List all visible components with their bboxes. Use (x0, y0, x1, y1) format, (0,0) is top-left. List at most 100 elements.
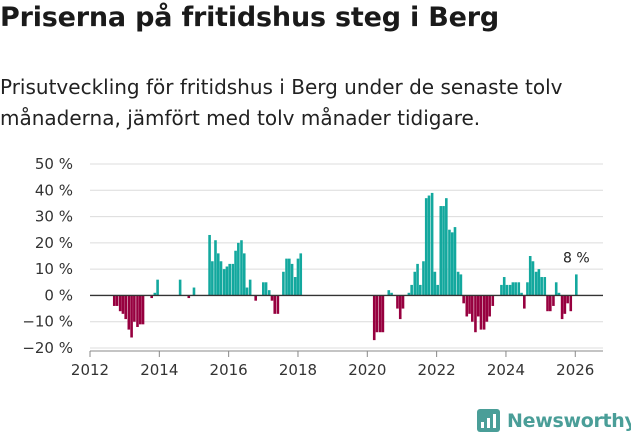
newsworthy-logo-icon (477, 409, 500, 432)
bar (225, 266, 229, 296)
bar (153, 292, 157, 296)
bar (390, 292, 393, 296)
bar (375, 295, 379, 333)
x-tick-label: 2024 (487, 361, 525, 379)
bar (442, 206, 445, 296)
bar (121, 295, 125, 314)
bar (424, 198, 428, 296)
bar (141, 295, 145, 325)
bar (276, 295, 280, 314)
bar (546, 295, 549, 312)
chart-title: Priserna på fritidshus steg i Berg (0, 2, 500, 33)
bar (436, 284, 439, 296)
bar (422, 261, 425, 296)
bar (378, 295, 382, 333)
bar (237, 242, 240, 296)
bar (468, 295, 471, 314)
bar (430, 192, 434, 296)
bar (476, 295, 480, 317)
y-tick-label: −10 % (22, 313, 73, 331)
bar (560, 295, 564, 320)
bar (138, 295, 142, 325)
bar (474, 295, 477, 333)
bar (401, 295, 405, 309)
bar (485, 295, 489, 322)
bar (118, 295, 122, 312)
bar (482, 295, 486, 330)
bar (528, 256, 532, 296)
grid-lines (90, 163, 603, 349)
bar (124, 295, 127, 320)
bar (115, 295, 119, 306)
bar (407, 292, 411, 296)
bar (514, 282, 517, 296)
brand-logo: Newsworthy (477, 409, 631, 432)
bar (290, 263, 294, 296)
x-tick-label: 2014 (140, 361, 178, 379)
bar (537, 269, 541, 296)
y-tick-label: 40 % (35, 181, 73, 199)
bar (231, 263, 235, 296)
bar (242, 253, 246, 296)
bar (398, 295, 402, 320)
bar (517, 282, 521, 296)
x-tick-label: 2020 (348, 361, 386, 379)
bar (552, 295, 555, 306)
bar (192, 287, 196, 296)
bar (508, 284, 512, 296)
brand-name: Newsworthy (507, 409, 631, 432)
y-tick-label: 0 % (44, 286, 73, 304)
bar (523, 295, 526, 309)
bar (557, 292, 561, 296)
bar (488, 295, 491, 317)
chart-subtitle: Prisutveckling för fritidshus i Berg und… (0, 75, 563, 130)
x-tick-label: 2026 (556, 361, 594, 379)
bar (293, 277, 297, 296)
x-tick-label: 2018 (279, 361, 317, 379)
bar (534, 271, 538, 296)
bar (500, 284, 503, 296)
bar (575, 274, 578, 296)
bar (427, 195, 431, 296)
bar (208, 234, 211, 296)
y-tick-label: 10 % (35, 260, 73, 278)
bar (410, 284, 413, 296)
bar (127, 295, 131, 330)
bar (526, 282, 529, 296)
bar (520, 292, 523, 296)
bar (549, 295, 552, 312)
y-tick-label: −20 % (22, 339, 73, 357)
bar (471, 295, 474, 322)
x-tick-label: 2012 (71, 361, 109, 379)
bar (288, 258, 291, 296)
bar (439, 206, 443, 296)
bar (505, 284, 509, 296)
bar (112, 295, 116, 306)
axes: −20 % −10 % 0 % 10 % 20 % 30 % 40 % 50 % 2012 201… (22, 155, 603, 379)
bar (396, 295, 399, 309)
bar (211, 261, 214, 296)
bar (448, 229, 451, 296)
bar (453, 227, 457, 296)
bar (234, 250, 237, 296)
bar-series (112, 192, 578, 341)
y-tick-label: 30 % (35, 208, 73, 226)
bar (150, 295, 153, 299)
bar (456, 271, 460, 296)
bar (214, 240, 217, 296)
bar (387, 290, 391, 296)
bar (245, 287, 249, 296)
bar (540, 277, 543, 296)
bar (531, 261, 535, 296)
x-tick-label: 2022 (418, 361, 456, 379)
bar (228, 263, 231, 296)
bar (262, 282, 265, 296)
bar (416, 263, 419, 296)
bar (372, 295, 376, 341)
bar (433, 271, 437, 296)
y-tick-label: 50 % (35, 155, 73, 173)
bar (462, 295, 465, 304)
last-value-label: 8 % (563, 250, 590, 266)
bar (296, 258, 300, 296)
